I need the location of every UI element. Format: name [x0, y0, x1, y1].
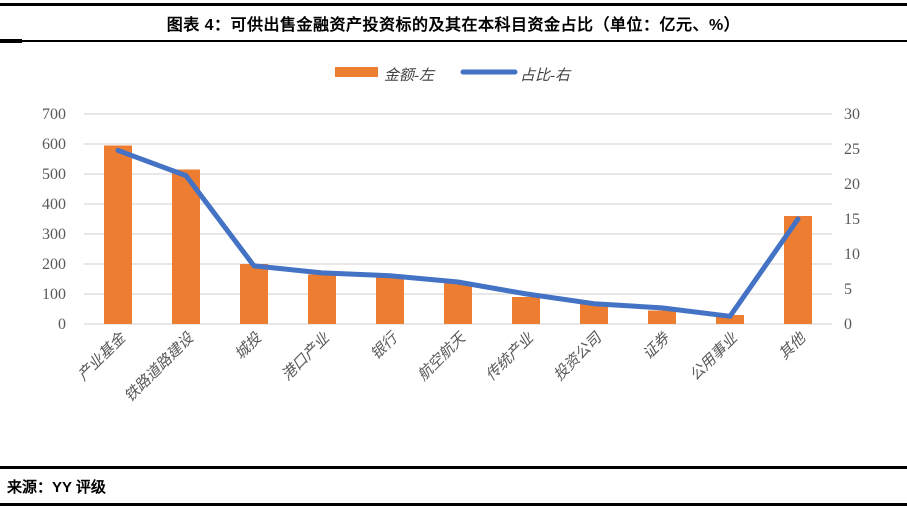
bar-银行	[376, 276, 404, 324]
bar-证券	[648, 310, 676, 324]
left-axis-tick-label: 500	[42, 166, 66, 183]
category-label-传统产业: 传统产业	[482, 329, 537, 384]
category-label-投资公司: 投资公司	[550, 328, 606, 384]
title-underline-tick	[0, 39, 22, 43]
left-axis-tick-label: 600	[42, 136, 66, 153]
category-label-铁路道路建设: 铁路道路建设	[121, 328, 198, 405]
bar-城投	[240, 264, 268, 324]
right-axis-tick-label: 5	[844, 281, 852, 298]
bar-港口产业	[308, 274, 336, 324]
right-axis-tick-label: 0	[844, 316, 852, 333]
bar-投资公司	[580, 303, 608, 324]
bar-航空航天	[444, 282, 472, 324]
combo-chart: 金额-左 占比-右 0 100 200 300 400 500 600 700 0 5 10 15 20 25…	[42, 67, 860, 405]
bar-传统产业	[512, 297, 540, 324]
category-label-银行: 银行	[368, 328, 403, 363]
category-label-其他: 其他	[776, 328, 811, 363]
category-label-港口产业: 港口产业	[278, 329, 333, 384]
left-axis-tick-label: 100	[42, 286, 66, 303]
left-axis-tick-label: 0	[58, 316, 66, 333]
left-axis-tick-label: 400	[42, 196, 66, 213]
legend-bar-swatch	[335, 67, 378, 77]
category-label-城投: 城投	[232, 328, 267, 363]
left-axis-tick-label: 700	[42, 106, 66, 123]
bar-公用事业	[716, 315, 744, 324]
right-axis-tick-label: 30	[844, 106, 860, 123]
title-underline	[0, 40, 907, 42]
source-text: 来源：YY 评级	[7, 479, 106, 496]
left-axis-tick-label: 300	[42, 226, 66, 243]
category-label-航空航天: 航空航天	[414, 328, 470, 384]
top-border	[0, 3, 907, 6]
legend-label-amount: 金额-左	[384, 67, 436, 84]
footer-top-border	[0, 466, 907, 469]
category-label-公用事业: 公用事业	[686, 329, 741, 384]
right-axis-tick-label: 10	[844, 246, 860, 263]
left-axis-tick-label: 200	[42, 256, 66, 273]
bar-铁路道路建设	[172, 169, 200, 324]
ratio-line	[115, 147, 801, 319]
right-axis-tick-label: 15	[844, 211, 860, 228]
footer-bottom-border	[0, 503, 907, 506]
right-axis-tick-label: 25	[844, 141, 860, 158]
legend-label-ratio: 占比-右	[520, 67, 572, 84]
right-axis-tick-label: 20	[844, 176, 860, 193]
figure-title: 图表 4：可供出售金融资产投资标的及其在本科目资金占比（单位：亿元、%）	[166, 17, 741, 34]
bar-产业基金	[104, 145, 132, 324]
category-label-产业基金: 产业基金	[74, 328, 130, 384]
category-label-证券: 证券	[640, 329, 674, 363]
